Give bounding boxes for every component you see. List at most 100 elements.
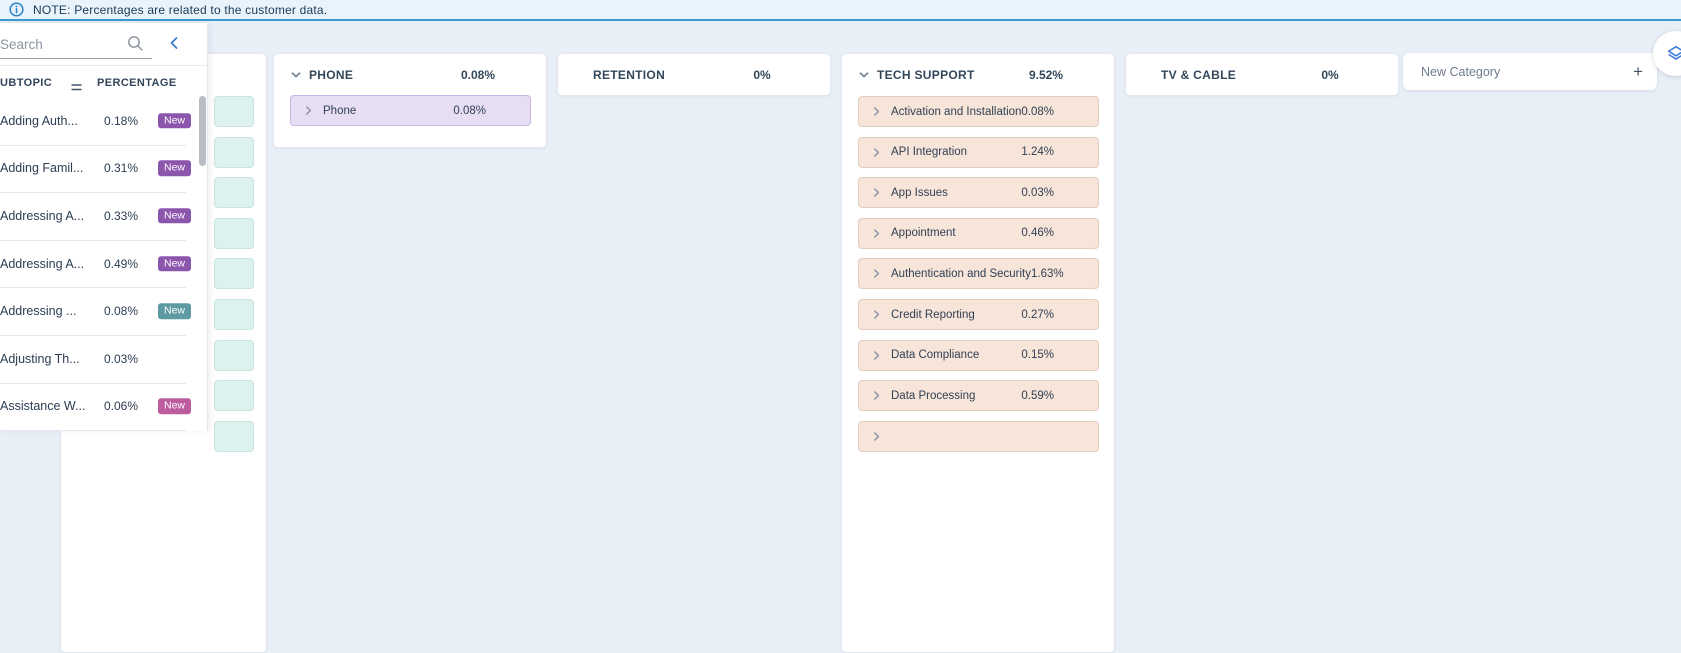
sidebar-subtopic-row[interactable]: Addressing ...0.08%New bbox=[0, 287, 186, 336]
category-name: RETENTION bbox=[593, 68, 665, 82]
chevron-right-icon[interactable] bbox=[871, 228, 882, 239]
chevron-right-icon[interactable] bbox=[871, 431, 882, 442]
subtopic-item[interactable]: Appointment 0.46% bbox=[858, 218, 1099, 249]
search-icon[interactable] bbox=[127, 35, 144, 57]
chevron-right-icon[interactable] bbox=[871, 350, 882, 361]
note-text: NOTE: Percentages are related to the cus… bbox=[33, 3, 327, 17]
chevron-right-icon[interactable] bbox=[871, 147, 882, 158]
subtopic-label: Assistance W... bbox=[0, 399, 85, 413]
subtopic-percentage: 0.49% bbox=[104, 257, 138, 271]
category-name: TV & CABLE bbox=[1161, 68, 1236, 82]
subtopic-column-header[interactable]: UBTOPIC bbox=[0, 77, 52, 89]
category-name: TECH SUPPORT bbox=[877, 68, 975, 82]
subtopic-percentage: 0.59% bbox=[1021, 390, 1054, 402]
percentage-column-header[interactable]: PERCENTAGE bbox=[97, 77, 177, 89]
subtopic-item[interactable]: API Integration 1.24% bbox=[858, 137, 1099, 168]
sort-icon[interactable] bbox=[71, 79, 82, 97]
subtopic-label: Addressing A... bbox=[0, 209, 84, 223]
category-header[interactable]: PHONE 0.08% bbox=[274, 54, 546, 96]
divider bbox=[0, 65, 207, 66]
subtopic-item[interactable]: Data Processing 0.59% bbox=[858, 380, 1099, 411]
chevron-right-icon[interactable] bbox=[303, 105, 314, 116]
sidebar-subtopic-row[interactable]: Adding Auth...0.18%New bbox=[0, 97, 186, 146]
new-badge: New bbox=[158, 161, 191, 177]
category-percentage: 0% bbox=[730, 68, 794, 82]
sidebar-subtopic-row[interactable]: Adding Famil...0.31%New bbox=[0, 145, 186, 194]
subtopic-percentage: 0.46% bbox=[1021, 227, 1054, 239]
chevron-right-icon[interactable] bbox=[871, 390, 882, 401]
note-bar: NOTE: Percentages are related to the cus… bbox=[0, 0, 1681, 21]
chevron-down-icon[interactable] bbox=[290, 69, 302, 81]
subtopic-item[interactable]: Credit Reporting 0.27% bbox=[858, 299, 1099, 330]
subtopic-label: Addressing ... bbox=[0, 304, 76, 318]
new-badge: New bbox=[158, 399, 191, 415]
hidden-subtopic-item[interactable] bbox=[214, 380, 254, 411]
category-percentage: 9.52% bbox=[1014, 68, 1078, 82]
subtopic-label: Data Compliance bbox=[891, 349, 979, 361]
subtopic-item-partial[interactable] bbox=[858, 421, 1099, 452]
sidebar-subtopic-row[interactable]: Addressing A...0.49%New bbox=[0, 240, 186, 289]
subtopic-percentage: 0.18% bbox=[104, 114, 138, 128]
new-badge: New bbox=[158, 303, 191, 319]
chevron-down-icon[interactable] bbox=[858, 69, 870, 81]
subtopic-percentage: 1.24% bbox=[1021, 146, 1054, 158]
hidden-subtopic-item[interactable] bbox=[214, 258, 254, 289]
subtopic-percentage: 0.33% bbox=[104, 209, 138, 223]
hidden-subtopic-item[interactable] bbox=[214, 340, 254, 371]
subtopic-percentage: 1.63% bbox=[1031, 268, 1064, 280]
sidebar-subtopic-row[interactable]: Addressing A...0.33%New bbox=[0, 192, 186, 241]
category-card-retention: RETENTION 0% bbox=[557, 53, 831, 96]
category-header[interactable]: TECH SUPPORT 9.52% bbox=[842, 54, 1114, 96]
new-category-label: New Category bbox=[1421, 65, 1500, 79]
new-badge: New bbox=[158, 256, 191, 272]
category-percentage: 0.08% bbox=[446, 68, 510, 82]
board: PHONE 0.08% Phone 0.08% RETENTION 0% TECH SUPP… bbox=[0, 23, 1681, 431]
category-header[interactable]: RETENTION 0% bbox=[558, 54, 830, 96]
sidebar-subtopic-row[interactable]: Adjusting Th... 0.03% bbox=[0, 335, 186, 384]
collapse-sidebar-icon[interactable] bbox=[168, 36, 180, 55]
subtopic-percentage: 0.27% bbox=[1021, 309, 1054, 321]
plus-icon[interactable]: + bbox=[1633, 63, 1643, 80]
subtopic-label: Phone bbox=[323, 105, 356, 117]
layers-fab-button[interactable] bbox=[1653, 31, 1681, 76]
info-icon bbox=[9, 2, 24, 17]
category-card-tech-support: TECH SUPPORT 9.52% Activation and Installa… bbox=[841, 53, 1115, 653]
hidden-subtopic-item[interactable] bbox=[214, 299, 254, 330]
hidden-subtopic-item[interactable] bbox=[214, 218, 254, 249]
list-headers: UBTOPIC PERCENTAGE bbox=[0, 74, 207, 94]
hidden-subtopic-item[interactable] bbox=[214, 177, 254, 208]
subtopic-label: Credit Reporting bbox=[891, 309, 975, 321]
subtopic-label: Adjusting Th... bbox=[0, 352, 80, 366]
hidden-subtopic-item[interactable] bbox=[214, 137, 254, 168]
category-name: PHONE bbox=[309, 68, 353, 82]
chevron-right-icon[interactable] bbox=[871, 106, 882, 117]
subtopic-percentage: 0.08% bbox=[453, 105, 486, 117]
hidden-subtopic-item[interactable] bbox=[214, 96, 254, 127]
new-category-button[interactable]: New Category + bbox=[1403, 53, 1657, 90]
chevron-right-icon[interactable] bbox=[871, 268, 882, 279]
sidebar-panel: UBTOPIC PERCENTAGE Adding Auth... 0.18% Ne… bbox=[0, 23, 208, 431]
subtopic-percentage: 0.06% bbox=[104, 399, 138, 413]
subtopic-item[interactable]: Phone 0.08% bbox=[290, 95, 531, 126]
subtopic-label: Adding Auth... bbox=[0, 114, 78, 128]
subtopic-label: Activation and Installation bbox=[891, 106, 1021, 118]
subtopic-label: Addressing A... bbox=[0, 257, 84, 271]
subtopic-label: API Integration bbox=[891, 146, 967, 158]
hidden-subtopic-item[interactable] bbox=[214, 421, 254, 452]
subtopic-percentage: 0.08% bbox=[104, 304, 138, 318]
subtopic-label: Data Processing bbox=[891, 390, 975, 402]
chevron-right-icon[interactable] bbox=[871, 309, 882, 320]
category-card-phone: PHONE 0.08% Phone 0.08% bbox=[273, 53, 547, 148]
subtopic-label: Appointment bbox=[891, 227, 956, 239]
subtopic-percentage: 0.03% bbox=[104, 352, 138, 366]
chevron-right-icon[interactable] bbox=[871, 187, 882, 198]
sidebar-scrollbar[interactable] bbox=[199, 96, 206, 166]
new-badge: New bbox=[158, 208, 191, 224]
sidebar-subtopic-row[interactable]: Assistance W...0.06%New bbox=[0, 383, 186, 432]
